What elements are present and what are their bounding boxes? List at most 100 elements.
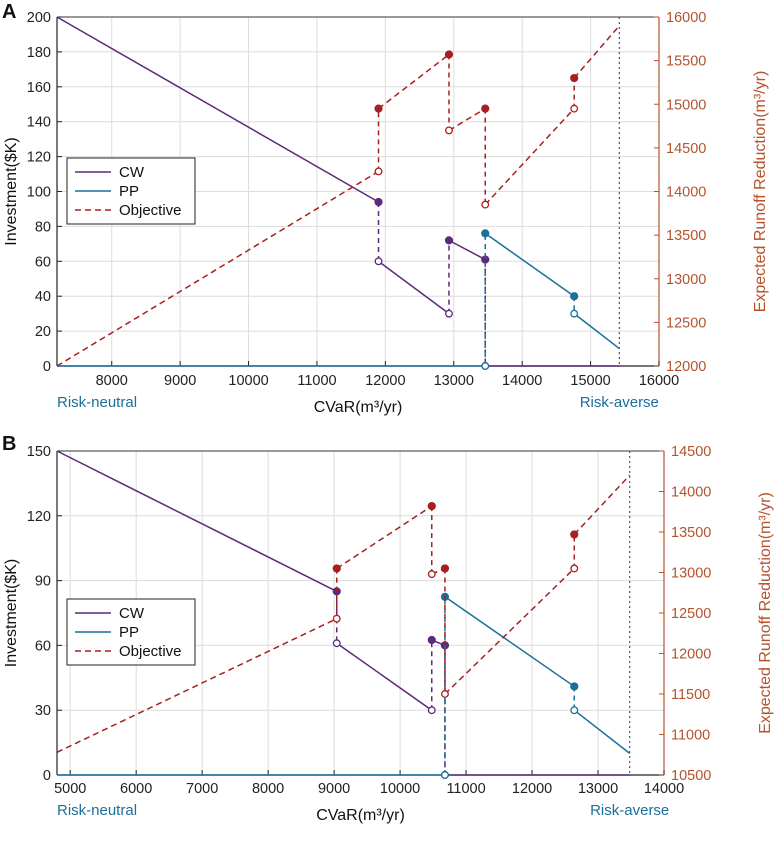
x-tick-label: 13000: [578, 781, 618, 797]
y-tick-label: 150: [27, 444, 51, 460]
pp-filled-point: [481, 229, 490, 238]
objective-open-point: [332, 614, 341, 623]
objective-filled-point: [374, 104, 383, 113]
y2-tick-label: 13000: [671, 566, 711, 582]
y-tick-label: 140: [27, 115, 51, 131]
legend-label-pp: PP: [119, 183, 139, 200]
y2-tick-label: 13500: [671, 525, 711, 541]
risk-neutral-label: Risk-neutral: [57, 802, 137, 819]
legend-label-cw: CW: [119, 605, 145, 622]
legend-label-pp: PP: [119, 624, 139, 641]
x-tick-label: 6000: [120, 781, 152, 797]
y-tick-label: 20: [35, 324, 51, 340]
y2-axis-label: Expected Runoff Reduction(m³/yr): [752, 71, 769, 313]
panel-a: 8000 9000 10000 11000 12000 13000 14000 15000 16…: [2, 1, 769, 416]
y2-axis-label: Expected Runoff Reduction(m³/yr): [757, 492, 774, 734]
y-tick-label: 40: [35, 289, 51, 305]
x-tick-label: 13000: [434, 373, 474, 389]
y-tick-label: 160: [27, 80, 51, 96]
objective-filled-point: [440, 564, 450, 573]
y-axis-label: Investment($K): [3, 137, 20, 245]
objective-filled-point: [332, 564, 341, 573]
panel-label: B: [2, 433, 16, 455]
objective-open-point: [481, 200, 490, 209]
y2-tick-label: 12000: [666, 359, 706, 375]
y-tick-label: 30: [35, 703, 51, 719]
y2-tick-label: 12000: [671, 647, 711, 663]
objective-open-point: [441, 690, 449, 698]
pp-line-segment: [573, 709, 631, 754]
x-tick-label: 11000: [446, 781, 485, 797]
y2-tick-label: 12500: [671, 606, 711, 622]
cw-filled-point: [374, 197, 383, 207]
cw-filled-point: [427, 635, 436, 645]
x-axis-label: CVaR(m³/yr): [316, 807, 405, 824]
objective-filled-point: [570, 73, 579, 83]
y2-tick-label: 14000: [671, 485, 711, 501]
legend-label-objective: Objective: [119, 643, 182, 660]
panel-b: 5000 6000 7000 8000 9000 10000 11000 12000 13000…: [2, 433, 774, 824]
objective-line-segment: [56, 170, 379, 367]
cw-open-point: [427, 706, 436, 715]
y2-tick-label: 14000: [666, 185, 706, 201]
legend-label-cw: CW: [119, 164, 145, 181]
x-tick-label: 12000: [365, 373, 405, 389]
y-tick-label: 60: [35, 254, 51, 270]
y-tick-label: 0: [43, 768, 51, 784]
objective-open-point: [570, 564, 579, 573]
risk-neutral-label: Risk-neutral: [57, 394, 137, 411]
y-tick-label: 120: [27, 509, 51, 525]
cw-open-point: [445, 309, 453, 318]
x-axis-label: CVaR(m³/yr): [314, 399, 403, 416]
risk-averse-label: Risk-averse: [580, 394, 659, 411]
pp-open-point: [570, 706, 579, 715]
objective-line-segment: [378, 53, 450, 110]
objective-line-segment: [484, 108, 575, 206]
panel-label: A: [2, 1, 16, 23]
y-tick-label: 60: [35, 638, 51, 654]
legend-label-objective: Objective: [119, 202, 182, 219]
y-tick-label: 0: [43, 359, 51, 375]
pp-line-segment: [573, 313, 620, 350]
y2-tick-label: 15500: [666, 54, 706, 70]
pp-open-point: [441, 771, 449, 779]
legend: CW PP Objective: [66, 598, 196, 666]
x-tick-label: 9000: [164, 373, 196, 389]
x-tick-label: 15000: [570, 373, 610, 389]
y2-tick-label: 14500: [666, 141, 706, 157]
y-tick-label: 200: [27, 10, 51, 26]
cw-line-segment: [448, 239, 486, 261]
y2-tick-label: 14500: [671, 444, 711, 460]
pp-filled-point: [570, 292, 579, 301]
cw-open-point: [374, 257, 383, 266]
y2-tick-label: 11500: [671, 687, 710, 703]
y2-tick-label: 12500: [666, 315, 706, 331]
x-tick-label: 12000: [512, 781, 552, 797]
x-tick-label: 14000: [502, 373, 542, 389]
objective-filled-point: [570, 530, 579, 539]
objective-filled-point: [444, 50, 454, 59]
objective-open-point: [445, 126, 453, 135]
pp-line-segment: [444, 596, 575, 688]
x-tick-label: 11000: [297, 373, 336, 389]
y2-tick-label: 11000: [671, 728, 710, 744]
objective-line-segment: [336, 505, 433, 570]
x-tick-label: 9000: [318, 781, 350, 797]
legend: CW PP Objective: [66, 157, 196, 225]
cw-filled-point: [444, 236, 454, 245]
objective-line-segment: [573, 25, 620, 79]
objective-open-point: [570, 104, 579, 113]
y2-tick-label: 10500: [671, 768, 711, 784]
cw-open-point: [332, 639, 341, 648]
x-tick-label: 14000: [644, 781, 684, 797]
y2-tick-label: 16000: [666, 10, 706, 26]
y-tick-label: 120: [27, 150, 51, 166]
cw-line-segment: [56, 450, 338, 593]
pp-open-point: [570, 309, 579, 318]
y-tick-label: 180: [27, 45, 51, 61]
y-tick-label: 90: [35, 574, 51, 590]
x-tick-label: 10000: [380, 781, 420, 797]
pp-open-point: [481, 362, 490, 370]
cw-line-segment: [56, 16, 379, 203]
